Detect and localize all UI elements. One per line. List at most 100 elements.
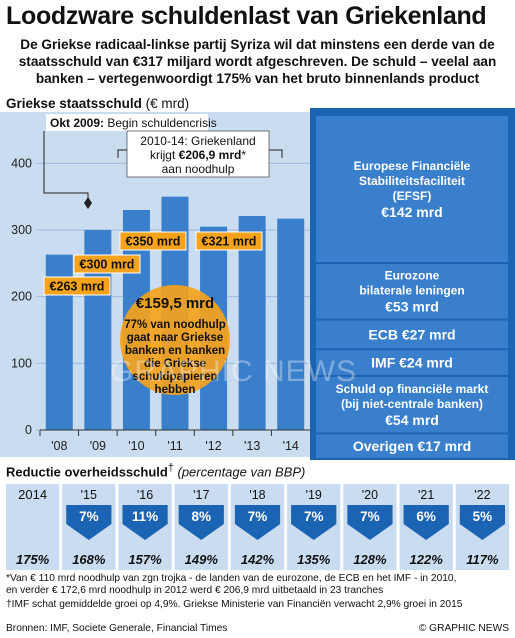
value-label: €350 mrd xyxy=(126,235,181,249)
bubble-text-line: gaat naar Griekse xyxy=(127,332,224,344)
reduction-year: '15 xyxy=(81,488,97,502)
reduction-year: 2014 xyxy=(18,487,47,502)
breakdown-title: Schuld: €317 mrd xyxy=(347,93,474,110)
debt-level: 168% xyxy=(72,552,106,567)
breakdown-name: Schuld op financiële markt xyxy=(336,382,489,396)
x-tick-label: '10 xyxy=(128,439,144,453)
reduction-value: 6% xyxy=(416,509,436,524)
debt-level: 135% xyxy=(297,552,331,567)
bailout-line1: 2010-14: Griekenland xyxy=(140,134,255,148)
breakdown-name: (EFSF) xyxy=(393,189,432,203)
y-tick-label: 400 xyxy=(11,156,32,170)
debt-level: 117% xyxy=(466,552,499,567)
bailout-bracket-right xyxy=(269,149,283,158)
debt-chart-unit: (€ mrd) xyxy=(145,96,190,111)
breakdown-name: Eurozone xyxy=(385,269,440,283)
reduction-value: 11% xyxy=(132,509,158,524)
okt2009-annotation: Okt 2009: Begin schuldencrisis xyxy=(50,116,217,130)
page-subtitle: De Griekse radicaal-linkse partij Syriza… xyxy=(18,37,497,86)
footnote-bailout: *Van € 110 mrd noodhulp van zgn trojka -… xyxy=(6,573,456,597)
x-tick-label: '11 xyxy=(167,439,182,453)
reduction-title-text: Reductie overheidsschuld xyxy=(6,464,168,480)
breakdown-segment xyxy=(316,376,508,433)
reduction-chart: 2014 175% '15 7% 168% '16 11% 157% '17 8% 149% '18 7… xyxy=(6,484,509,570)
bailout-line2: krijgt €206,9 mrd* xyxy=(150,148,246,162)
bar xyxy=(238,216,266,430)
bailout-line3: aan noodhulp xyxy=(162,162,235,176)
bailout-bracket-left xyxy=(117,149,127,158)
reduction-column xyxy=(6,484,60,570)
noodhulp-bubble xyxy=(120,285,230,395)
credit: © GRAPHIC NEWS xyxy=(418,623,509,634)
x-tick-label: '12 xyxy=(205,439,221,453)
bubble-text-line: banken en banken xyxy=(125,345,225,357)
debt-level: 157% xyxy=(128,552,162,567)
x-tick-label: '08 xyxy=(51,439,67,453)
reduction-value: 7% xyxy=(79,509,99,524)
value-tag xyxy=(195,231,263,251)
bailout-box xyxy=(126,130,270,178)
debt-chart-title: Griekse staatsschuld (€ mrd) xyxy=(6,96,189,111)
value-tag xyxy=(43,276,111,296)
debt-chart: 0 100 200 300 400 '08 '09 '10 '11 '12 '13 '14 €159,5… xyxy=(0,108,515,460)
breakdown-name: (bij niet-centrale banken) xyxy=(341,397,483,411)
breakdown-name: Europese Financiële xyxy=(354,159,471,173)
x-tick-label: '14 xyxy=(283,439,299,453)
breakdown-name: bilaterale leningen xyxy=(359,284,464,298)
reduction-value: 5% xyxy=(473,509,493,524)
debt-level: 128% xyxy=(353,552,387,567)
reduction-subtitle: (percentage van BBP) xyxy=(177,464,306,480)
reduction-title-mark: † xyxy=(167,462,174,474)
value-label: €263 mrd xyxy=(50,280,105,294)
breakdown-value: €53 mrd xyxy=(385,299,439,315)
y-tick-label: 100 xyxy=(11,356,32,370)
breakdown-value: €54 mrd xyxy=(385,412,439,428)
y-tick-label: 0 xyxy=(25,423,32,437)
reduction-year: '16 xyxy=(137,488,153,502)
bubble-text-line: schuldpapieren xyxy=(133,371,218,383)
reduction-arrow xyxy=(178,505,224,540)
okt2009-box xyxy=(46,114,208,131)
debt-level: 175% xyxy=(16,552,50,567)
bubble-text-line: 77% van noodhulp xyxy=(124,319,226,331)
reduction-year: '21 xyxy=(418,488,434,502)
breakdown-segment xyxy=(316,350,508,375)
sources: Bronnen: IMF, Societe Generale, Financia… xyxy=(6,623,228,634)
breakdown-segment xyxy=(316,434,508,458)
reduction-value: 8% xyxy=(192,509,212,524)
y-tick-label: 200 xyxy=(11,290,32,304)
footnote-bailout-line2: en verder € 172,6 mrd noodhulp in 2012 w… xyxy=(6,585,384,596)
x-tick-label: '13 xyxy=(244,439,260,453)
debt-level: 149% xyxy=(185,552,219,567)
footnote-bailout-line1: *Van € 110 mrd noodhulp van zgn trojka -… xyxy=(6,573,457,584)
value-tag xyxy=(119,231,187,251)
footnote-imf: †IMF schat gemiddelde groei op 4,9%. Gri… xyxy=(6,599,463,610)
reduction-year: '19 xyxy=(306,488,322,502)
breakdown-label: IMF €24 mrd xyxy=(371,355,453,371)
breakdown-value: €142 mrd xyxy=(381,204,442,220)
watermark: GRAPHIC NEWS xyxy=(110,355,358,388)
breakdown-segment xyxy=(316,320,508,349)
okt2009-marker xyxy=(84,197,92,209)
value-tag xyxy=(73,254,141,274)
value-label: €321 mrd xyxy=(202,235,257,249)
breakdown-label: Overigen €17 mrd xyxy=(353,438,471,454)
debt-chart-title-text: Griekse staatsschuld xyxy=(6,96,142,111)
reduction-arrow xyxy=(403,505,449,540)
bubble-text-line: hebben xyxy=(155,384,196,396)
page-title: Loodzware schuldenlast van Griekenland xyxy=(6,2,487,30)
breakdown-segment xyxy=(316,116,508,262)
reduction-arrow xyxy=(291,505,337,540)
reduction-arrow xyxy=(347,505,393,540)
reduction-value: 7% xyxy=(360,509,380,524)
y-tick-label: 300 xyxy=(11,223,32,237)
reduction-arrow xyxy=(234,505,281,540)
reduction-year: '20 xyxy=(362,488,378,502)
bubble-value: €159,5 mrd xyxy=(136,295,214,312)
reduction-arrow xyxy=(122,505,168,540)
debt-level: 122% xyxy=(410,552,444,567)
value-label: €300 mrd xyxy=(80,258,135,272)
x-tick-label: '09 xyxy=(90,439,106,453)
reduction-value: 7% xyxy=(304,509,324,524)
bar xyxy=(277,218,305,430)
